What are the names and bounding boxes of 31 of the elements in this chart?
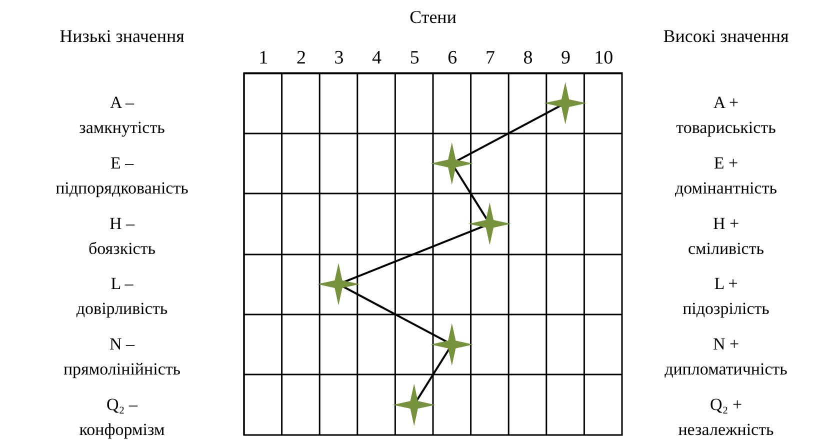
- y2-tick-label: L + підозрілість: [682, 274, 770, 318]
- point: [544, 82, 587, 124]
- x-tick-label: 4: [372, 48, 382, 68]
- y2-tick-label: A + товариськість: [676, 93, 776, 138]
- point: [430, 142, 474, 185]
- y2-axis-title: Високі значення: [663, 26, 789, 46]
- x-tick-label: 9: [561, 48, 571, 68]
- x-tick-label: 6: [448, 48, 458, 68]
- chart-title: Стени: [410, 7, 457, 27]
- point: [317, 262, 360, 306]
- point: [468, 202, 511, 246]
- y2-tick-label: E + домінантність: [674, 154, 778, 198]
- y-tick-label: A – замкнутість: [79, 93, 166, 138]
- y2-tick-label: N + дипломатичність: [664, 334, 788, 378]
- x-tick-label: 10: [594, 48, 614, 68]
- y-tick-label: L – довірливість: [76, 274, 168, 318]
- y2-tick-label: Q₂ + незалежність: [678, 394, 774, 439]
- x-tick-label: 3: [334, 48, 344, 68]
- x-tick-label: 8: [523, 48, 533, 68]
- y2-tick-label: H + сміливість: [688, 214, 764, 258]
- point: [430, 323, 474, 366]
- y-axis-title: Низькі значення: [60, 26, 184, 46]
- y-tick-label: H – боязкість: [88, 214, 156, 258]
- point: [392, 384, 436, 426]
- x-tick-label: 1: [258, 48, 268, 68]
- x-tick-label: 7: [485, 48, 495, 68]
- y-tick-label: Q₂ – конформізм: [79, 394, 165, 439]
- y-tick-label: N – прямолінійність: [63, 334, 181, 378]
- x-tick-label: 2: [296, 48, 306, 68]
- y-tick-label: E – підпорядкованість: [56, 154, 189, 198]
- x-tick-label: 5: [410, 48, 420, 68]
